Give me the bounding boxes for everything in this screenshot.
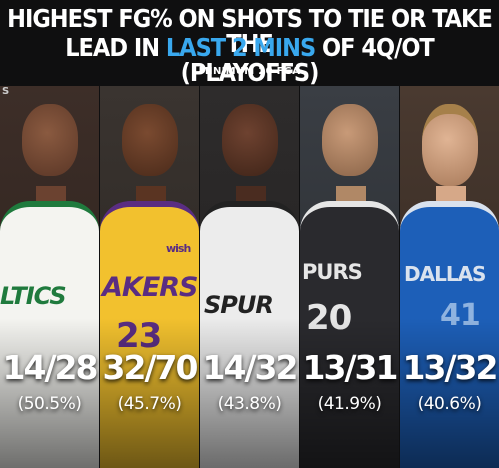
player-panel-4: PURS 20 13/31 (41.9%) xyxy=(300,86,399,468)
player-photo-5 xyxy=(422,104,478,186)
stat-made-2: 32/70 xyxy=(102,348,199,387)
title-line-2: LEAD IN LAST 2 MINS OF 4Q/OT (PLAYOFFS) xyxy=(0,35,499,85)
jersey-text-3: SPUR xyxy=(204,291,274,319)
player-photo-1 xyxy=(22,104,78,176)
player-photo-2 xyxy=(122,104,178,176)
title-line-1: HIGHEST FG% ON SHOTS TO TIE OR TAKE THE xyxy=(7,4,493,58)
jersey-text-5: DALLAS xyxy=(404,262,486,286)
jersey-text-1: LTICS xyxy=(0,282,67,310)
stat-made-1: 14/28 xyxy=(2,348,99,387)
stat-made-3: 14/32 xyxy=(202,348,299,387)
stat-made-4: 13/31 xyxy=(302,348,399,387)
title-line-2-prefix: LEAD IN xyxy=(65,33,166,62)
corner-mark: S xyxy=(2,86,10,97)
player-panel-2: wish AKERS 23 32/70 (45.7%) xyxy=(100,86,199,468)
title-line-2-suffix: OF 4Q/OT (PLAYOFFS) xyxy=(180,33,435,87)
jersey-text-2: AKERS xyxy=(102,272,198,303)
subtitle: MINIMUM 20 FGA xyxy=(198,66,301,77)
player-photo-4 xyxy=(322,104,378,176)
player-photo-3 xyxy=(222,104,278,176)
stat-pct-1: (50.5%) xyxy=(17,394,82,414)
sponsor-text: wish xyxy=(166,242,191,255)
stat-pct-5: (40.6%) xyxy=(417,394,482,414)
jersey-text-4: PURS xyxy=(302,260,363,284)
stat-pct-2: (45.7%) xyxy=(117,394,182,414)
stat-made-5: 13/32 xyxy=(402,348,499,387)
title-highlight: LAST 2 MINS xyxy=(165,33,316,62)
stat-pct-4: (41.9%) xyxy=(317,394,382,414)
player-panel-5: DALLAS 41 13/32 (40.6%) xyxy=(400,86,499,468)
stat-pct-3: (43.8%) xyxy=(217,394,282,414)
player-panel-1: LTICS 14/28 (50.5%) xyxy=(0,86,99,468)
player-panel-3: SPUR 14/32 (43.8%) xyxy=(200,86,299,468)
